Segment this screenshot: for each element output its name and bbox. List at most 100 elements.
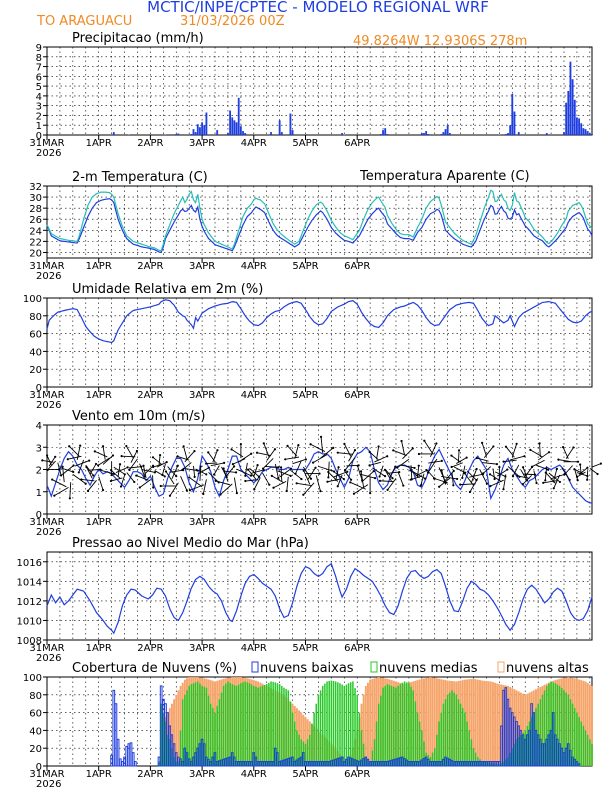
wind-arrow-head — [304, 458, 307, 461]
cloud-mid-bar — [520, 734, 522, 766]
precip-ytick-label: 7 — [36, 63, 42, 74]
cloud-mid-bar — [188, 685, 190, 766]
precip-bar — [563, 132, 565, 135]
cloud-mid-bar — [349, 682, 352, 766]
cloud-mid-bar — [203, 686, 206, 766]
cloud-mid-bar — [371, 750, 374, 766]
wind-arrow — [410, 475, 422, 481]
cloud-day-label: 5APR — [292, 769, 318, 780]
wind-arrow-head — [152, 465, 155, 469]
temp-day-label: 1APR — [86, 261, 112, 272]
cloud-mid-bar — [225, 683, 227, 766]
precip-bar — [588, 133, 591, 135]
wind-arrow — [460, 483, 476, 486]
wind-arrow-head — [153, 471, 156, 474]
precip-bar — [423, 133, 425, 135]
wind-arrow-head — [579, 463, 582, 466]
wind-arrow-head — [495, 463, 499, 466]
wind-arrow-head — [80, 478, 83, 481]
wind-arrow — [47, 460, 56, 471]
cloud-mid-bar — [330, 680, 333, 766]
wind-arrow-head — [452, 484, 455, 487]
cloud-mid-bar — [250, 684, 253, 766]
rh-day-label: 1APR — [86, 390, 112, 401]
wind-arrow-head — [68, 497, 71, 500]
wind-arrow-head — [586, 466, 589, 469]
cloud-mid-bar — [339, 683, 341, 766]
cloud-low-bar — [114, 703, 118, 767]
wind-arrow — [356, 464, 363, 481]
wind-arrow-head — [41, 459, 44, 462]
wind-arrow-head — [101, 488, 105, 492]
cloud-mid-bar — [369, 761, 371, 766]
wind-arrow — [312, 454, 328, 464]
wind-arrow-head — [222, 467, 225, 470]
precip-bar — [586, 131, 589, 135]
wind-arrow-head — [314, 466, 317, 469]
wind-arrow-head — [352, 492, 356, 495]
wind-arrow-head — [219, 493, 222, 496]
wind-arrow-head — [286, 444, 289, 447]
cloud-mid-bar — [248, 683, 251, 766]
wind-arrow-head — [343, 442, 346, 446]
wind-arrow — [81, 479, 95, 482]
cloud-low-bar — [116, 738, 120, 767]
wind-arrow-head — [557, 458, 560, 461]
wind-arrow-head — [295, 482, 298, 485]
cloud-mid-bar — [513, 743, 516, 766]
wind-arrow-head — [346, 470, 349, 473]
cloud-mid-bar — [418, 721, 421, 766]
cloud-mid-bar — [410, 686, 412, 766]
cloud-high-bar — [175, 694, 178, 766]
wind-arrow-head — [193, 450, 196, 453]
wind-arrow — [510, 455, 525, 461]
wind-arrow-head — [72, 470, 75, 474]
cloud-low-bar — [121, 761, 124, 767]
wind-arrow — [207, 452, 216, 463]
cloud-high-bar — [427, 677, 430, 766]
wind-arrow — [423, 440, 433, 454]
wind-arrow — [522, 475, 533, 485]
cloud-mid-bar — [498, 764, 501, 766]
cloud-mid-bar — [470, 739, 473, 766]
precip-bar — [440, 134, 443, 135]
wind-arrow — [479, 469, 488, 484]
cloud-mid-bar — [358, 712, 361, 766]
precip-bar — [203, 125, 206, 135]
wind-arrow — [158, 455, 161, 466]
cloud-mid-bar — [427, 754, 430, 766]
cloud-mid-bar — [179, 730, 182, 766]
wind-arrow — [543, 480, 558, 484]
cloud-mid-bar — [412, 690, 414, 766]
wind-arrow — [589, 468, 598, 475]
wind-arrow — [231, 448, 244, 458]
wind-arrow — [184, 450, 195, 463]
wind-arrow-head — [432, 477, 436, 480]
pres-series-0 — [46, 562, 593, 635]
cloud-mid-bar — [500, 762, 503, 766]
cloud-mid-bar — [563, 690, 565, 766]
wind-arrow-head — [576, 479, 579, 482]
precip-bar — [584, 129, 587, 135]
wind-arrow — [331, 469, 345, 480]
wind-arrow-head — [262, 442, 265, 445]
wind-arrow — [530, 449, 543, 458]
wind-arrow — [110, 477, 123, 482]
cloud-mid-bar — [207, 695, 210, 766]
precip-bar — [112, 132, 115, 135]
temp-series-0 — [46, 198, 593, 254]
wind-arrow — [550, 473, 565, 480]
cloud-mid-bar — [186, 690, 188, 766]
wind-ytick-label: 0 — [36, 510, 42, 521]
cloud-mid-bar — [408, 683, 410, 766]
wind-arrow-head — [327, 470, 330, 474]
cloud-mid-bar — [272, 681, 274, 766]
pres-ytick-label: 1016 — [17, 558, 42, 569]
pres-day-label: 2APR — [137, 643, 163, 654]
wind-arrow-head — [97, 464, 100, 467]
temp-ytick-label: 32 — [29, 182, 42, 193]
wind-arrow — [126, 472, 135, 483]
wind-arrow — [401, 440, 406, 456]
wind-arrow-head — [394, 465, 397, 468]
wind-arrow — [42, 459, 54, 463]
